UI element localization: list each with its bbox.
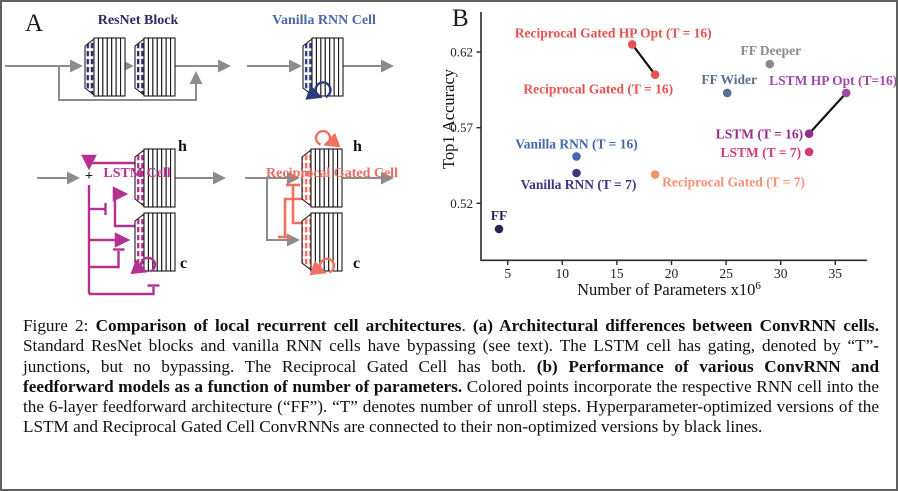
- data-point: [494, 224, 504, 234]
- reciprocal-h-label: h: [353, 138, 362, 155]
- data-point: [804, 129, 814, 138]
- panel-a-letter: A: [25, 10, 44, 37]
- conv-block: [134, 148, 176, 208]
- resnet-block-diagram: [5, 37, 231, 101]
- data-point: [765, 59, 775, 69]
- conv-block: [134, 37, 176, 97]
- y-tick-label: 0.57: [450, 120, 473, 135]
- vanilla-rnn-diagram: [247, 37, 394, 100]
- wire: [112, 186, 135, 228]
- x-tick-label: 30: [774, 266, 788, 281]
- x-tick-label: 15: [610, 266, 624, 281]
- conv-block: [84, 37, 126, 97]
- hp-opt-connector-line: [808, 92, 848, 135]
- point-label: Vanilla RNN (T = 16): [515, 136, 637, 151]
- x-axis-label: Number of Parameters x106: [577, 280, 761, 299]
- data-point: [572, 168, 581, 178]
- data-point: [650, 170, 660, 179]
- lstm-c-label: c: [180, 255, 188, 272]
- hp-opt-connector-line: [631, 43, 656, 76]
- recurrent-loop-icon: [314, 129, 341, 148]
- lstm-add-junction: +: [85, 169, 93, 184]
- x-tick-label: 20: [665, 266, 679, 281]
- data-point: [722, 88, 732, 98]
- point-label: FF Wider: [701, 72, 757, 87]
- conv-block: [301, 148, 343, 208]
- wire: [266, 178, 300, 247]
- y-tick-label: 0.52: [450, 196, 473, 211]
- point-label: LSTM (T = 7): [721, 145, 802, 160]
- wire: [81, 154, 135, 171]
- recurrent-loop-icon: [305, 81, 332, 100]
- panel-b-letter: B: [452, 5, 469, 32]
- reciprocal-gated-cell-title: Reciprocal Gated Cell: [266, 166, 398, 181]
- point-label: Reciprocal Gated (T = 7): [662, 175, 805, 190]
- point-label: FF: [491, 208, 508, 223]
- reciprocal-c-label: c: [353, 255, 361, 272]
- figure-caption: Figure 2: Comparison of local recurrent …: [23, 316, 879, 438]
- data-point: [627, 40, 637, 49]
- axis-spines: [480, 12, 867, 262]
- conv-block: [134, 212, 176, 272]
- y-tick-label: 0.62: [450, 45, 473, 60]
- figure-art-canvas: 5 10 15 20 25 30 35 0.52 0.57 0.62 Number of Param…: [5, 12, 897, 299]
- vanilla-rnn-cell-title: Vanilla RNN Cell: [272, 13, 376, 28]
- point-label: LSTM HP Opt (T=16): [769, 73, 897, 88]
- point-label: LSTM (T = 16): [716, 127, 803, 142]
- lstm-h-label: h: [178, 138, 187, 155]
- x-tick-label: 35: [829, 266, 843, 281]
- data-point: [804, 147, 814, 157]
- caption-segment: (a) Architectural differences between Co…: [472, 316, 879, 335]
- recurrent-loop-icon: [309, 257, 336, 276]
- lstm-cell-title: LSTM Cell: [103, 166, 171, 181]
- conv-block: [302, 37, 344, 97]
- x-tick-label: 10: [556, 266, 570, 281]
- scatter-plot: 5 10 15 20 25 30 35 0.52 0.57 0.62 Number of Param…: [439, 12, 897, 299]
- caption-segment: (b) Performance of various ConvRNN and f…: [23, 356, 880, 396]
- wire: [283, 197, 302, 236]
- lstm-diagram: [37, 148, 226, 296]
- caption-segment: Colored points incorporate the respectiv…: [23, 376, 879, 437]
- caption-segment: Standard ResNet blocks and vanilla RNN c…: [23, 336, 879, 376]
- x-tick-label: 25: [719, 266, 733, 281]
- point-label: Vanilla RNN (T = 7): [521, 177, 637, 192]
- point-label: FF Deeper: [741, 43, 802, 58]
- wire: [58, 66, 203, 101]
- resnet-block-title: ResNet Block: [97, 13, 179, 28]
- y-axis-label: Top1 Accuracy: [439, 68, 458, 169]
- data-point: [841, 88, 851, 98]
- wire: [89, 287, 155, 296]
- data-point: [572, 152, 581, 161]
- caption-segment: .: [461, 316, 473, 335]
- caption-segment: Comparison of local recurrent cell archi…: [95, 316, 462, 335]
- caption-segment: Figure 2:: [23, 316, 96, 335]
- x-tick-label: 5: [504, 266, 511, 281]
- point-label: Reciprocal Gated (T = 16): [523, 82, 673, 97]
- reciprocal-gated-diagram: [245, 129, 394, 276]
- wire: [89, 251, 120, 269]
- data-point: [650, 70, 660, 79]
- recurrent-loop-icon: [130, 256, 157, 275]
- point-label: Reciprocal Gated HP Opt (T = 16): [515, 25, 712, 40]
